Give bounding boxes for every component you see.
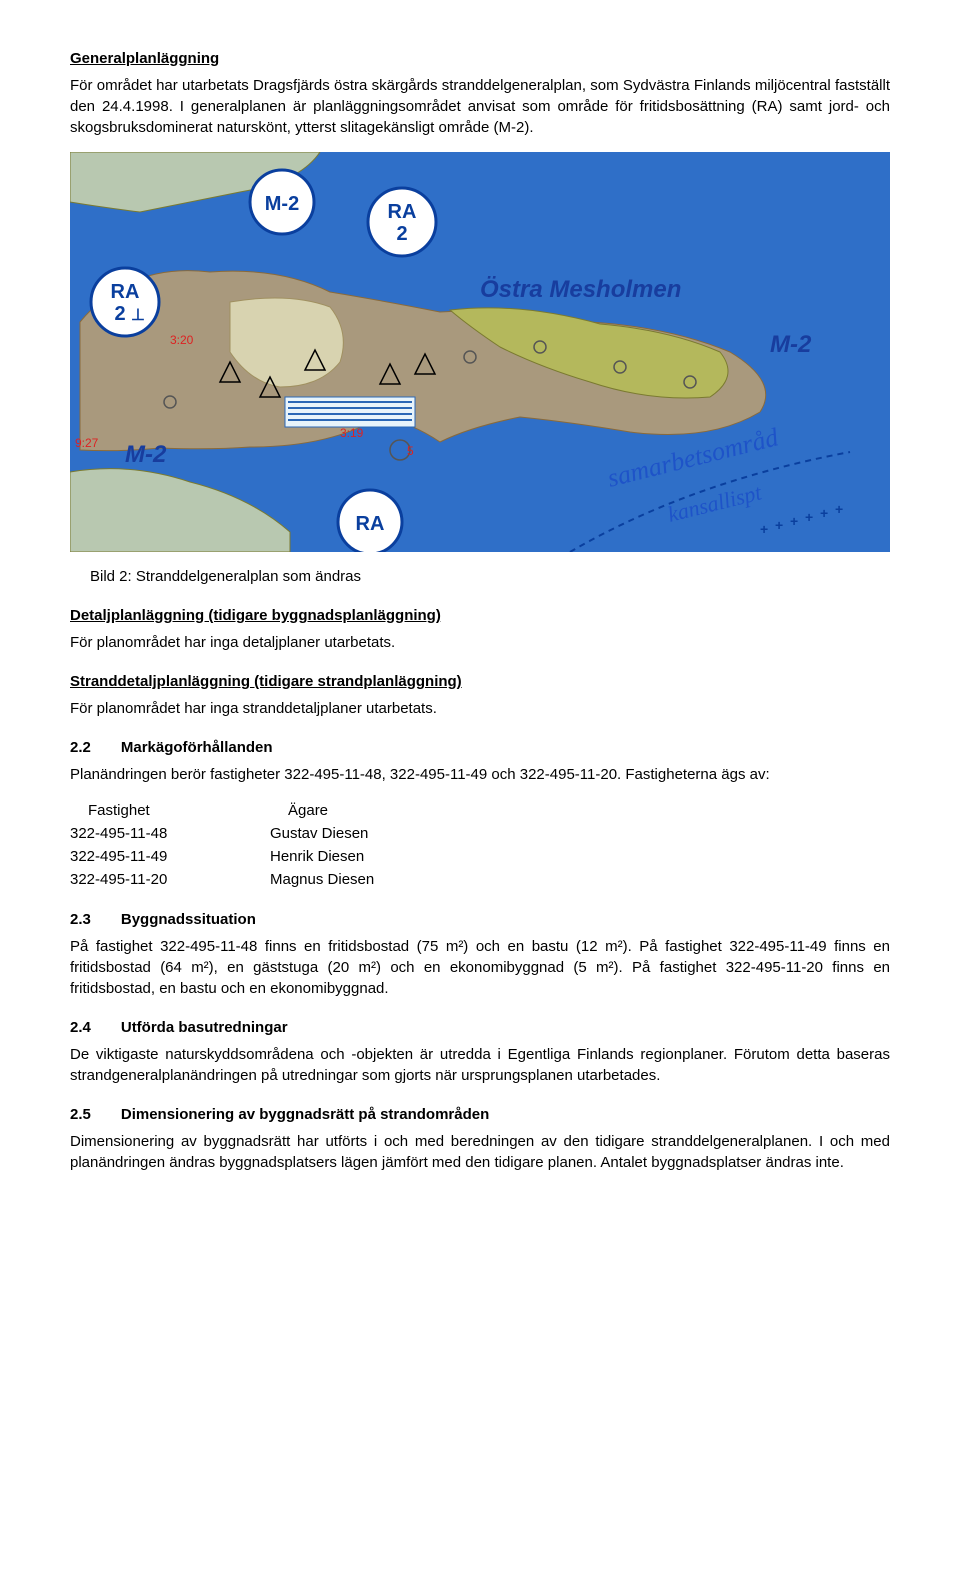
heading-2-4: 2.4 Utförda basutredningar bbox=[70, 1017, 890, 1038]
table-row: Henrik Diesen bbox=[270, 845, 890, 868]
para-2-2: Planändringen berör fastigheter 322-495-… bbox=[70, 764, 890, 785]
svg-text:+: + bbox=[820, 505, 828, 521]
svg-text:RA: RA bbox=[388, 201, 417, 223]
heading-num: 2.5 bbox=[70, 1104, 91, 1125]
map-lbl-m2-top: M-2 bbox=[250, 170, 314, 234]
para-stranddetaljplan: För planområdet har inga stranddetaljpla… bbox=[70, 698, 890, 719]
svg-text:5: 5 bbox=[407, 444, 414, 458]
svg-text:+: + bbox=[805, 509, 813, 525]
table-row: Gustav Diesen bbox=[270, 822, 890, 845]
heading-detaljplan: Detaljplanläggning (tidigare byggnadspla… bbox=[70, 605, 890, 626]
map-place-ostra: Östra Mesholmen bbox=[480, 276, 681, 303]
map-svg: + + + + + + 5 M-2 RA 2 RA 2 ⊥ RA Östra Mesho… bbox=[70, 152, 890, 552]
map-lbl-ra2l: RA 2 ⊥ bbox=[91, 268, 159, 336]
map-red-2: 3:19 bbox=[340, 426, 364, 440]
map-lbl-ra2: RA 2 bbox=[368, 188, 436, 256]
para-detaljplan: För planområdet har inga detaljplaner ut… bbox=[70, 632, 890, 653]
map-figure: + + + + + + 5 M-2 RA 2 RA 2 ⊥ RA Östra Mesho… bbox=[70, 152, 890, 552]
svg-text:2: 2 bbox=[114, 303, 125, 325]
para-2-4: De viktigaste naturskyddsområdena och -o… bbox=[70, 1044, 890, 1086]
svg-text:RA: RA bbox=[356, 513, 385, 535]
heading-2-3: 2.3 Byggnadssituation bbox=[70, 909, 890, 930]
heading-text: Markägoförhållanden bbox=[121, 737, 273, 758]
svg-text:+: + bbox=[760, 521, 768, 537]
heading-generalplan: Generalplanläggning bbox=[70, 48, 890, 69]
heading-2-2: 2.2 Markägoförhållanden bbox=[70, 737, 890, 758]
para-generalplan: För området har utarbetats Dragsfjärds ö… bbox=[70, 75, 890, 138]
heading-2-5: 2.5 Dimensionering av byggnadsrätt på st… bbox=[70, 1104, 890, 1125]
svg-text:⊥: ⊥ bbox=[131, 307, 145, 324]
table-row: Magnus Diesen bbox=[270, 868, 890, 891]
para-2-5: Dimensionering av byggnadsrätt har utför… bbox=[70, 1131, 890, 1173]
heading-num: 2.3 bbox=[70, 909, 91, 930]
map-red-1: 3:20 bbox=[170, 333, 194, 347]
table-row: 322-495-11-49 bbox=[70, 845, 270, 868]
heading-stranddetaljplan: Stranddetaljplanläggning (tidigare stran… bbox=[70, 671, 890, 692]
owner-table: Fastighet 322-495-11-48 322-495-11-49 32… bbox=[70, 799, 890, 891]
svg-text:RA: RA bbox=[111, 281, 140, 303]
table-row: 322-495-11-48 bbox=[70, 822, 270, 845]
svg-text:M-2: M-2 bbox=[265, 193, 299, 215]
map-anno-m2l: M-2 bbox=[125, 441, 167, 468]
table-row: 322-495-11-20 bbox=[70, 868, 270, 891]
svg-text:2: 2 bbox=[396, 223, 407, 245]
map-caption: Bild 2: Stranddelgeneralplan som ändras bbox=[70, 566, 890, 587]
svg-text:+: + bbox=[790, 513, 798, 529]
para-2-3: På fastighet 322-495-11-48 finns en frit… bbox=[70, 936, 890, 999]
map-anno-m2r: M-2 bbox=[770, 331, 812, 358]
table-head-r: Ägare bbox=[270, 799, 890, 822]
heading-num: 2.4 bbox=[70, 1017, 91, 1038]
heading-text: Utförda basutredningar bbox=[121, 1017, 288, 1038]
svg-text:+: + bbox=[835, 501, 843, 517]
heading-text: Dimensionering av byggnadsrätt på strand… bbox=[121, 1104, 489, 1125]
table-head-l: Fastighet bbox=[70, 799, 270, 822]
map-red-3: 9:27 bbox=[75, 436, 99, 450]
map-lbl-ra-bot: RA bbox=[338, 490, 402, 552]
heading-num: 2.2 bbox=[70, 737, 91, 758]
heading-text: Byggnadssituation bbox=[121, 909, 256, 930]
svg-text:+: + bbox=[775, 517, 783, 533]
